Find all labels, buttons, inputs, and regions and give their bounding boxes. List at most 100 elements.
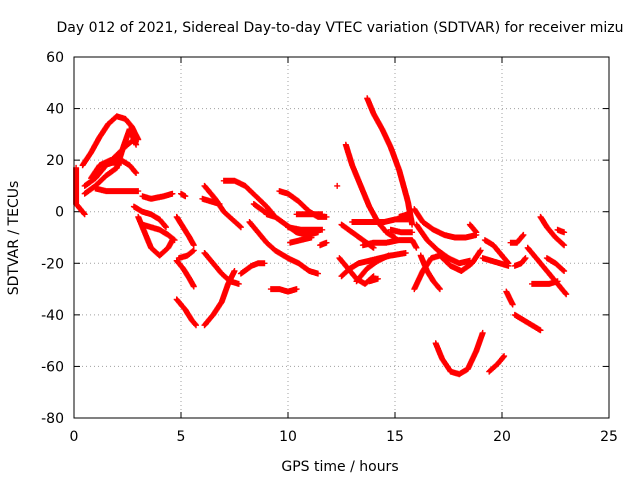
data-point-marks bbox=[359, 237, 420, 251]
series-arc-60 bbox=[317, 239, 330, 249]
series-arc-61 bbox=[387, 226, 416, 236]
y-axis-label: SDTVAR / TECUs bbox=[6, 181, 22, 296]
data-point-marks bbox=[537, 213, 568, 249]
data-point-marks bbox=[486, 353, 508, 375]
y-tick-label: 20 bbox=[46, 153, 64, 169]
x-tick-label: 0 bbox=[70, 429, 79, 445]
series-arc-52 bbox=[511, 311, 544, 334]
series-arc-07 bbox=[130, 203, 169, 231]
data-point-marks bbox=[79, 113, 142, 169]
series-arc-37 bbox=[359, 237, 420, 251]
data-point-marks bbox=[349, 216, 411, 225]
series-arc-48 bbox=[486, 353, 508, 375]
data-point-marks bbox=[287, 234, 315, 246]
y-tick-label: 60 bbox=[46, 50, 64, 66]
series-arc-41 bbox=[413, 221, 473, 267]
series-arc-54 bbox=[529, 278, 561, 287]
series-arc-31 bbox=[364, 95, 416, 228]
y-tick-label: -60 bbox=[41, 359, 64, 375]
data-point-marks bbox=[263, 211, 279, 220]
data-point-marks bbox=[387, 226, 416, 236]
data-point-marks bbox=[317, 239, 330, 249]
series-arc-18 bbox=[201, 250, 242, 287]
data-point-marks bbox=[173, 213, 197, 249]
series-arc-14 bbox=[175, 247, 197, 262]
series-arc-19 bbox=[220, 177, 276, 218]
data-point-marks bbox=[507, 231, 527, 246]
series-arc-23 bbox=[263, 211, 279, 220]
data-point-marks bbox=[554, 226, 568, 236]
data-point-marks bbox=[246, 219, 321, 277]
data-point-marks bbox=[73, 164, 88, 218]
series-arc-12 bbox=[173, 296, 199, 329]
data-point-marks bbox=[479, 255, 512, 269]
x-tick-label: 5 bbox=[177, 429, 186, 445]
data-point-marks bbox=[511, 255, 529, 269]
series-arc-02 bbox=[79, 113, 142, 169]
series-arc-45 bbox=[466, 221, 480, 236]
data-point-marks bbox=[201, 268, 238, 329]
data-point-marks bbox=[293, 211, 326, 218]
series-arc-50 bbox=[507, 231, 527, 246]
data-point-marks bbox=[135, 213, 176, 259]
series-arc-47 bbox=[479, 255, 512, 269]
series-arc-20 bbox=[237, 260, 268, 277]
series-arc-27 bbox=[287, 234, 315, 246]
data-point-marks bbox=[334, 182, 341, 189]
data-point-marks bbox=[353, 252, 392, 285]
data-point-marks bbox=[130, 203, 169, 231]
series-arc-09 bbox=[139, 221, 178, 244]
series-arc-44 bbox=[432, 329, 486, 378]
data-point-marks bbox=[543, 255, 568, 274]
data-point-marks bbox=[366, 275, 381, 285]
data-point-marks bbox=[411, 206, 480, 241]
series-arc-55 bbox=[537, 213, 568, 249]
data-points bbox=[73, 95, 570, 378]
y-tick-label: 0 bbox=[55, 205, 64, 221]
data-point-marks bbox=[411, 247, 484, 293]
y-tick-label: -80 bbox=[41, 411, 64, 427]
data-point-marks bbox=[511, 311, 544, 334]
data-point-marks bbox=[237, 260, 268, 277]
series-arc-29 bbox=[334, 182, 341, 189]
series-arc-46 bbox=[481, 237, 512, 267]
series-arc-06 bbox=[73, 164, 88, 218]
series-arc-08 bbox=[135, 213, 176, 259]
y-tick-label: -40 bbox=[41, 308, 64, 324]
data-point-marks bbox=[92, 185, 142, 195]
y-tick-label: -20 bbox=[41, 256, 64, 272]
data-point-marks bbox=[101, 159, 125, 169]
x-tick-label: 10 bbox=[279, 429, 297, 445]
data-point-marks bbox=[285, 224, 326, 233]
x-tick-label: 25 bbox=[600, 429, 618, 445]
data-point-marks bbox=[503, 288, 516, 308]
data-point-marks bbox=[529, 278, 561, 287]
data-point-marks bbox=[220, 177, 276, 218]
series-arc-13 bbox=[173, 257, 197, 290]
plot-frame bbox=[73, 56, 610, 419]
data-point-marks bbox=[173, 296, 199, 329]
data-point-marks bbox=[201, 250, 242, 287]
series-arc-10 bbox=[139, 190, 176, 202]
data-point-marks bbox=[396, 211, 411, 220]
data-point-marks bbox=[199, 195, 223, 207]
y-tick-label: 40 bbox=[46, 102, 64, 118]
series-arc-28 bbox=[267, 286, 300, 295]
series-arc-59 bbox=[178, 190, 189, 200]
data-point-marks bbox=[432, 329, 486, 378]
data-point-marks bbox=[175, 247, 197, 262]
tick-labels: 0 5 10 15 20 25 -80 -60 -40 -20 0 20 40 60 bbox=[41, 50, 618, 445]
data-point-marks bbox=[364, 95, 416, 228]
data-point-marks bbox=[173, 257, 197, 290]
series-arc-51 bbox=[511, 255, 529, 269]
series-arc-56 bbox=[543, 255, 568, 274]
series-arc-38 bbox=[366, 275, 381, 285]
data-point-marks bbox=[178, 190, 189, 200]
series-arc-39 bbox=[396, 211, 411, 220]
data-point-marks bbox=[466, 221, 480, 236]
series-arc-21 bbox=[246, 219, 321, 277]
series-arc-16 bbox=[199, 195, 223, 207]
series-arc-26 bbox=[293, 211, 326, 218]
